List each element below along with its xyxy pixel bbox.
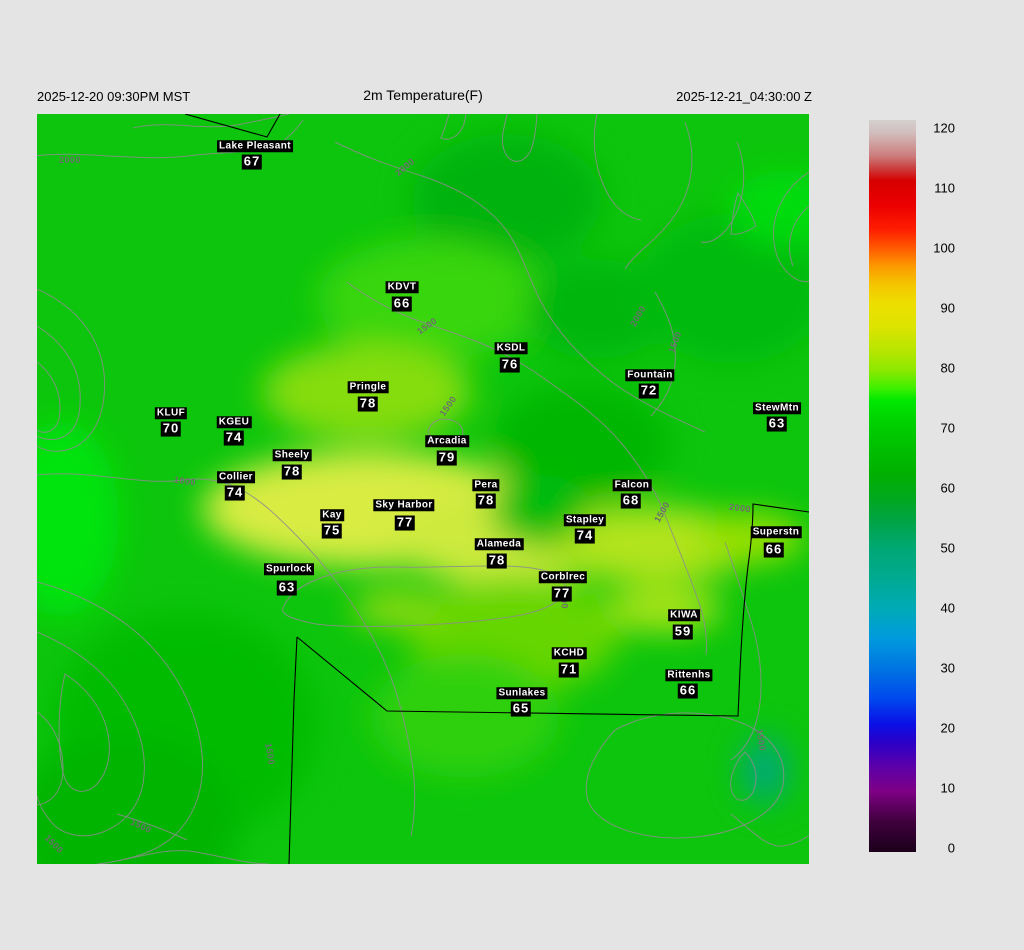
station-name-label: Fountain [625,369,675,381]
station-temp-value: 66 [763,541,785,558]
station-name-label: KLUF [154,407,188,419]
temperature-field-svg [37,114,809,864]
station-name-label: KDVT [385,281,419,293]
station-name-label: Alameda [474,538,524,550]
station-temp-value: 76 [499,356,521,373]
station-temp-value: 70 [160,420,182,437]
colorbar-tick-label: 90 [940,300,955,316]
colorbar-tick-label: 0 [947,840,955,856]
station-name-label: Collier [217,471,255,483]
station-temp-value: 77 [394,514,416,531]
station-name-label: KCHD [551,647,587,659]
contour-elevation-label: 2000 [58,155,82,165]
station-temp-value: 65 [510,700,532,717]
colorbar-tick-label: 120 [933,120,955,136]
station-temp-value: 72 [638,382,660,399]
station-temp-value: 78 [281,463,303,480]
colorbar [869,120,916,852]
colorbar-tick-label: 110 [934,180,955,196]
colorbar-tick-label: 100 [933,240,955,256]
page-title: 2m Temperature(F) [363,87,483,103]
station-temp-value: 71 [558,661,580,678]
station-temp-value: 75 [321,522,343,539]
colorbar-tick-label: 30 [940,660,955,676]
boundary-lines [184,114,809,864]
station-name-label: StewMtn [753,402,801,414]
station-name-label: Rittenhs [665,669,713,681]
station-temp-value: 68 [620,492,642,509]
station-temp-value: 66 [677,682,699,699]
station-temp-value: 78 [475,492,497,509]
station-name-label: Pringle [347,381,389,393]
station-name-label: Spurlock [264,563,314,575]
station-name-label: KGEU [216,416,252,428]
colorbar-tick-label: 60 [940,480,955,496]
timestamp-local: 2025-12-20 09:30PM MST [37,89,191,104]
station-name-label: Kay [320,509,344,521]
map-area: Lake Pleasant 67 KDVT 66 KSDL 76 Fountain 72 Pri… [37,114,809,864]
station-name-label: Arcadia [425,435,469,447]
station-name-label: Corblrec [538,571,588,583]
station-name-label: KSDL [494,342,528,354]
station-name-label: KIWA [668,609,700,621]
station-temp-value: 63 [766,415,788,432]
colorbar-tick-label: 70 [940,420,955,436]
colorbar-tick-label: 10 [940,780,955,796]
station-name-label: Falcon [612,479,652,491]
colorbar-tick-label: 50 [940,540,955,556]
station-temp-value: 63 [276,579,298,596]
station-name-label: Superstn [750,526,802,538]
timestamp-utc: 2025-12-21_04:30:00 Z [676,89,812,104]
colorbar-tick-label: 20 [940,720,955,736]
station-name-label: Lake Pleasant [217,140,293,152]
station-name-label: Sheely [272,449,312,461]
station-temp-value: 74 [224,484,246,501]
station-temp-value: 74 [574,527,596,544]
station-name-label: Pera [472,479,500,491]
station-name-label: Stapley [563,514,607,526]
station-name-label: Sunlakes [496,687,548,699]
station-temp-value: 67 [241,153,263,170]
colorbar-tick-label: 40 [940,600,955,616]
station-temp-value: 79 [436,449,458,466]
station-name-label: Sky Harbor [373,499,435,511]
station-temp-value: 66 [391,295,413,312]
elevation-contours [37,114,809,864]
station-temp-value: 78 [486,552,508,569]
station-temp-value: 74 [223,429,245,446]
station-temp-value: 78 [357,395,379,412]
station-temp-value: 59 [672,623,694,640]
station-temp-value: 77 [551,585,573,602]
colorbar-tick-label: 80 [940,360,955,376]
